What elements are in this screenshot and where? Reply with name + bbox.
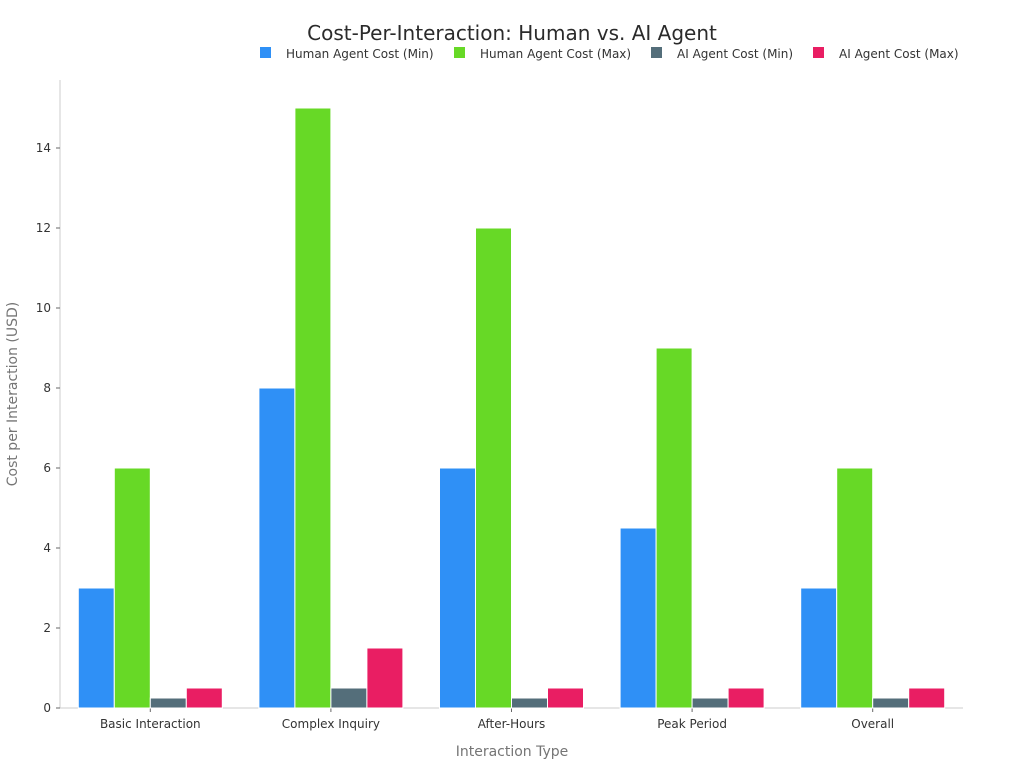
x-axis-title: Interaction Type	[456, 744, 569, 760]
legend-swatch	[454, 47, 465, 58]
legend-swatch	[260, 47, 271, 58]
bar-3-5[interactable]	[872, 697, 910, 709]
bar-2-3[interactable]	[475, 227, 512, 709]
bar-3-1[interactable]	[149, 697, 187, 709]
chart-title: Cost-Per-Interaction: Human vs. AI Agent	[307, 21, 717, 45]
bar-4-2[interactable]	[366, 647, 404, 709]
y-tick-label: 8	[43, 381, 51, 395]
y-tick-label: 4	[43, 541, 51, 555]
bar-4-1[interactable]	[185, 687, 223, 709]
legend-swatch	[813, 47, 824, 58]
bars	[77, 107, 946, 709]
bar-4-5[interactable]	[908, 687, 946, 709]
legend-swatch	[651, 47, 662, 58]
bar-3-4[interactable]	[691, 697, 729, 709]
y-tick-label: 0	[43, 701, 51, 715]
bar-1-3[interactable]	[439, 467, 476, 709]
y-tick-label: 12	[36, 221, 51, 235]
bar-1-2[interactable]	[258, 387, 296, 709]
y-tick-label: 14	[36, 141, 51, 155]
y-axis: 0 2 4 6 8 10 12 14	[36, 80, 61, 715]
bar-1-1[interactable]	[77, 587, 115, 709]
y-tick-label: 10	[36, 301, 51, 315]
legend-label: AI Agent Cost (Max)	[839, 47, 959, 61]
y-axis-title: Cost per Interaction (USD)	[5, 302, 21, 487]
y-tick-label: 6	[43, 461, 51, 475]
bar-2-4[interactable]	[655, 347, 693, 709]
bar-3-2[interactable]	[330, 687, 368, 709]
bar-2-1[interactable]	[113, 467, 151, 709]
x-tick-label: After-Hours	[478, 717, 546, 731]
legend: Human Agent Cost (Min) Human Agent Cost (…	[260, 47, 959, 61]
bar-2-5[interactable]	[836, 467, 874, 709]
bar-1-5[interactable]	[800, 587, 838, 709]
bar-2-2[interactable]	[294, 107, 332, 709]
x-tick-label: Overall	[851, 717, 894, 731]
legend-label: Human Agent Cost (Max)	[480, 47, 631, 61]
x-axis: Basic Interaction Complex Inquiry After-Ho…	[60, 707, 963, 731]
bar-1-4[interactable]	[619, 527, 657, 709]
x-tick-label: Basic Interaction	[100, 717, 201, 731]
bar-4-3[interactable]	[547, 687, 584, 709]
bar-3-3[interactable]	[511, 697, 548, 709]
x-tick-label: Peak Period	[657, 717, 727, 731]
bar-4-4[interactable]	[727, 687, 765, 709]
legend-label: Human Agent Cost (Min)	[286, 47, 434, 61]
x-tick-label: Complex Inquiry	[282, 717, 380, 731]
legend-label: AI Agent Cost (Min)	[677, 47, 793, 61]
y-tick-label: 2	[43, 621, 51, 635]
